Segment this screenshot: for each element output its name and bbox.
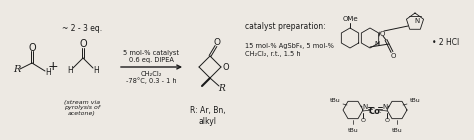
Text: tBu: tBu bbox=[392, 128, 402, 132]
Text: O: O bbox=[223, 62, 229, 72]
Text: O: O bbox=[361, 118, 365, 123]
Text: O: O bbox=[390, 53, 396, 59]
Text: Co: Co bbox=[369, 107, 381, 116]
Text: R: Ar, Bn,
alkyl: R: Ar, Bn, alkyl bbox=[190, 106, 226, 126]
Text: R: R bbox=[219, 83, 225, 93]
Text: -78°C, 0.3 - 1 h: -78°C, 0.3 - 1 h bbox=[126, 78, 177, 84]
Text: OMe: OMe bbox=[342, 16, 358, 22]
Text: O: O bbox=[79, 39, 87, 49]
Text: N: N bbox=[414, 18, 419, 24]
Text: (stream via
pyrolysis of
acetone): (stream via pyrolysis of acetone) bbox=[64, 100, 100, 116]
Text: O: O bbox=[213, 38, 220, 46]
Text: CH₂Cl₂: CH₂Cl₂ bbox=[141, 71, 162, 77]
Text: R: R bbox=[13, 65, 21, 74]
Text: N: N bbox=[363, 104, 368, 110]
Text: tBu: tBu bbox=[347, 128, 358, 132]
Text: H: H bbox=[67, 66, 73, 74]
Text: 5 mol-% catalyst: 5 mol-% catalyst bbox=[124, 50, 180, 56]
Text: O: O bbox=[28, 43, 36, 53]
Text: ~ 2 - 3 eq.: ~ 2 - 3 eq. bbox=[62, 24, 102, 32]
Text: tBu: tBu bbox=[329, 97, 340, 102]
Text: O: O bbox=[384, 118, 390, 123]
Text: 0.6 eq. DIPEA: 0.6 eq. DIPEA bbox=[129, 57, 174, 63]
Text: catalyst preparation:: catalyst preparation: bbox=[245, 22, 326, 31]
Text: O: O bbox=[379, 31, 385, 37]
Text: • 2 HCl: • 2 HCl bbox=[432, 38, 459, 46]
Text: H: H bbox=[45, 67, 51, 76]
Text: 15 mol-% AgSbF₆, 5 mol-%
CH₂Cl₂, r.t., 1.5 h: 15 mol-% AgSbF₆, 5 mol-% CH₂Cl₂, r.t., 1… bbox=[245, 43, 334, 57]
Text: N: N bbox=[374, 41, 380, 47]
Text: H: H bbox=[93, 66, 99, 74]
Text: N: N bbox=[383, 104, 388, 110]
Text: +: + bbox=[48, 60, 58, 73]
Text: tBu: tBu bbox=[410, 97, 420, 102]
